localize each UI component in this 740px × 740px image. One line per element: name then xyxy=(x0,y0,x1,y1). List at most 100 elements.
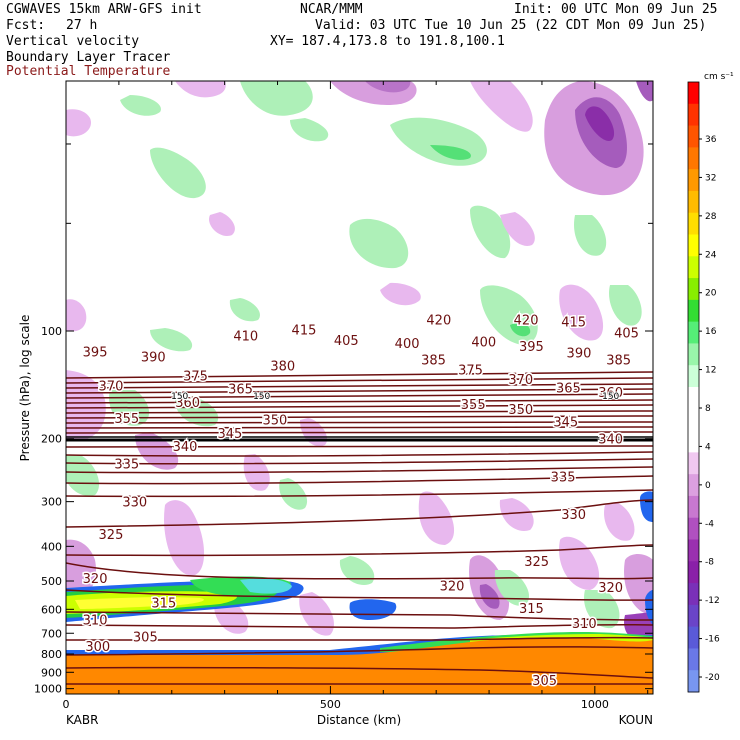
theta-contour-label: 335 xyxy=(551,470,576,485)
theta-line xyxy=(66,646,653,656)
x-axis: 0 500 1000 xyxy=(63,81,649,711)
theta-line xyxy=(66,499,653,528)
colorbar-swatch xyxy=(688,299,699,323)
theta-contour-label: 355 xyxy=(114,412,139,427)
colorbar-swatch xyxy=(688,147,699,170)
theta-contour-label: 385 xyxy=(421,353,446,368)
theta-contour-label: 360 xyxy=(598,386,623,401)
theta-contour-label: 390 xyxy=(141,351,166,366)
colorbar-swatch xyxy=(688,169,699,192)
downdraft-patch xyxy=(209,212,235,236)
theta-contour-label: 405 xyxy=(334,334,359,349)
colorbar-label: 24 xyxy=(705,250,717,260)
theta-contour-label: 305 xyxy=(532,674,557,689)
colorbar-swatch xyxy=(688,604,699,628)
theta-contour-label: 345 xyxy=(218,427,243,442)
updraft-patch xyxy=(390,117,487,166)
theta-line xyxy=(66,377,653,384)
theta-contour-label: 310 xyxy=(83,613,108,628)
theta-contour-label: 375 xyxy=(458,363,483,378)
updraft-patch xyxy=(175,396,219,427)
colorbar-label: 32 xyxy=(705,173,716,183)
colorbar-swatch xyxy=(688,256,699,279)
y-tick-label: 300 xyxy=(41,496,62,509)
theta-contour-label: 325 xyxy=(99,528,124,543)
right-endpoint-label: KOUN xyxy=(619,713,653,727)
y-tick-label: 700 xyxy=(41,627,62,640)
theta-contour-label: 320 xyxy=(598,581,623,596)
y-tick-label: 100 xyxy=(41,325,62,338)
y-tick-label: 200 xyxy=(41,433,62,446)
theta-contour-label: 335 xyxy=(114,458,139,473)
updraft-patch xyxy=(494,570,530,606)
colorbar-swatch xyxy=(688,82,699,105)
downdraft-patch xyxy=(559,284,604,341)
colorbar-label: -16 xyxy=(705,635,720,645)
colorbar-swatch xyxy=(688,495,699,519)
theta-contour-label: 315 xyxy=(151,597,176,612)
cross-section-endpoints: XY= 187.4,173.8 to 191.8,100.1 xyxy=(270,34,505,49)
field-boundary-layer-tracer: Boundary Layer Tracer xyxy=(6,50,171,65)
theta-contour-label: 370 xyxy=(508,373,533,388)
colorbar-label: -4 xyxy=(705,519,714,529)
theta-line xyxy=(66,431,653,434)
y-axis-title: Pressure (hPa), log scale xyxy=(18,315,32,462)
colorbar-label: 12 xyxy=(705,366,716,376)
theta-line xyxy=(66,371,653,379)
downdraft-patch xyxy=(365,81,411,93)
theta-contour-label: 390 xyxy=(567,347,592,362)
colorbar-swatch xyxy=(688,190,699,214)
field-potential-temperature: Potential Temperature xyxy=(6,64,171,79)
downdraft-patch xyxy=(175,81,226,98)
theta-line xyxy=(66,562,653,580)
updraft-patch xyxy=(229,298,260,322)
colorbar: 36 32 28 24 20 16 12 8 4 0 -4 -8 -12 -16 -20 xyxy=(687,81,720,693)
theta-contour-label: 420 xyxy=(514,314,539,329)
downdraft-patch xyxy=(470,81,533,132)
colorbar-label: 16 xyxy=(705,327,717,337)
downdraft-patch xyxy=(66,109,91,137)
colorbar-label: -12 xyxy=(705,596,720,606)
colorbar-swatch xyxy=(688,321,699,344)
updraft-patch xyxy=(470,205,511,259)
colorbar-swatch xyxy=(688,626,699,649)
colorbar-frame xyxy=(687,81,700,693)
theta-contour-label: 350 xyxy=(508,403,533,418)
colorbar-label: -20 xyxy=(705,673,720,683)
colorbar-swatch xyxy=(688,670,699,693)
colorbar-swatch xyxy=(688,648,699,671)
updraft-patch xyxy=(150,147,206,199)
colorbar-swatch xyxy=(688,408,699,432)
x-tick-label: 500 xyxy=(320,698,341,711)
colorbar-swatch xyxy=(688,430,699,453)
colorbar-swatch xyxy=(688,278,699,301)
theta-contours xyxy=(66,371,653,685)
theta-contour-label: 320 xyxy=(83,572,108,587)
theta-contour-label: 400 xyxy=(471,336,496,351)
colorbar-label: 0 xyxy=(705,481,711,491)
theta-contour-label: 340 xyxy=(173,440,198,455)
colorbar-label: 8 xyxy=(705,404,711,414)
theta-line xyxy=(66,404,653,409)
x-axis-title: Distance (km) xyxy=(317,713,401,727)
y-tick-label: 1000 xyxy=(34,683,62,696)
updraft-patch xyxy=(279,478,308,510)
downdraft-patch xyxy=(380,282,421,306)
downdraft-patch xyxy=(479,584,500,609)
tracer-contour-label: 150 xyxy=(171,392,188,402)
theta-contour-label: 360 xyxy=(175,396,200,411)
theta-line xyxy=(66,399,653,404)
valid-time: Valid: 03 UTC Tue 10 Jun 25 (22 CDT Mon … xyxy=(315,18,707,33)
colorbar-swatch xyxy=(688,212,699,235)
theta-line xyxy=(66,426,653,429)
downdraft-patch xyxy=(636,81,653,102)
downdraft-patch xyxy=(585,106,615,141)
theta-line xyxy=(66,410,653,414)
colorbar-swatch xyxy=(688,343,699,366)
theta-line xyxy=(66,421,653,424)
theta-contour-label: 385 xyxy=(606,353,631,368)
theta-contour-label: 330 xyxy=(122,496,147,511)
theta-contour-label: 345 xyxy=(553,415,578,430)
theta-line xyxy=(66,666,653,679)
